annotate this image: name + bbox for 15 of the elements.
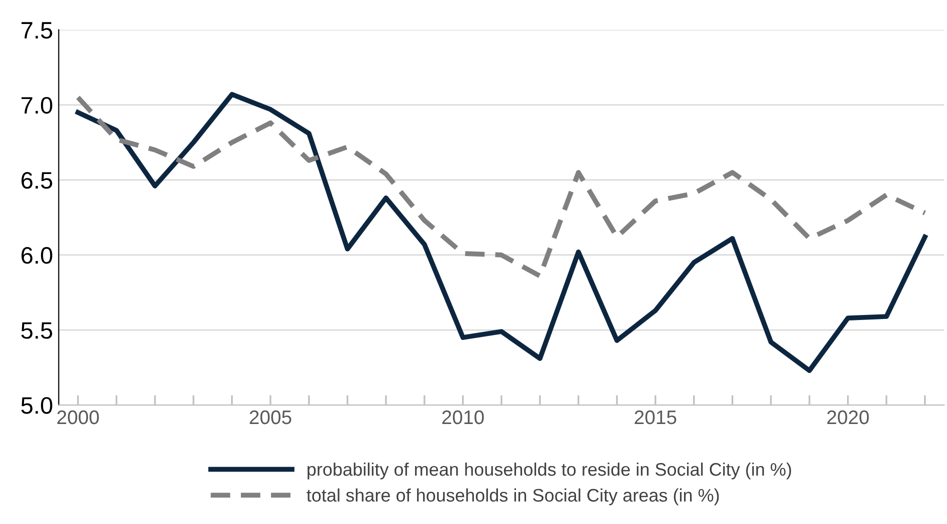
- y-tick-label: 6.0: [22, 247, 52, 264]
- y-tick-label: 5.0: [21, 397, 52, 414]
- y-tick-label: 7.5: [22, 22, 52, 39]
- x-tick-label: 2015: [634, 410, 676, 424]
- x-tick-label: 2005: [250, 410, 292, 424]
- line-series: [76, 94, 928, 278]
- y-tick-label: 5.5: [21, 322, 52, 339]
- x-tick-label: 2000: [57, 410, 99, 424]
- y-tick-label: 6.5: [22, 172, 52, 189]
- x-tick-label: 2010: [442, 410, 484, 424]
- line-series: [76, 92, 928, 373]
- legend-label: total share of households in Social City areas (in %): [306, 488, 719, 506]
- x-tick-label: 2020: [827, 410, 869, 424]
- y-tick-label: 7.0: [22, 96, 52, 114]
- legend-label: probability of mean households to reside in Social City (in %): [308, 462, 792, 480]
